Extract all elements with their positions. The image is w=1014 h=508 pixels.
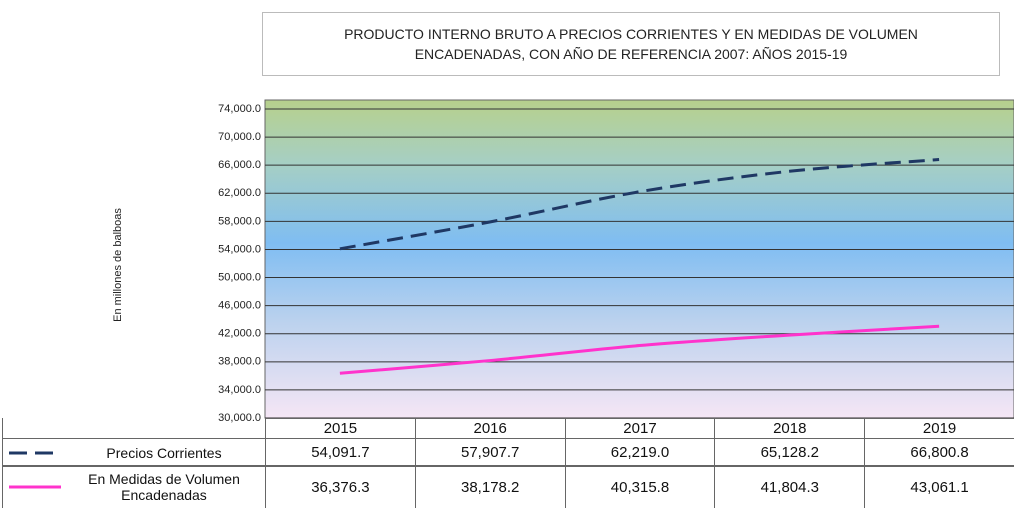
table-header: 2017 <box>564 418 716 439</box>
y-tick-label: 30,000.0 <box>218 412 261 424</box>
legend-label: Precios Corrientes <box>106 444 222 461</box>
y-tick-label: 54,000.0 <box>218 243 261 255</box>
table-header: 2018 <box>714 418 866 439</box>
series-line <box>339 324 940 375</box>
y-tick-label: 42,000.0 <box>218 328 261 340</box>
y-tick-label: 70,000.0 <box>218 131 261 143</box>
table-value: 62,219.0 <box>564 438 716 467</box>
y-axis-label: En millones de balboas <box>112 208 124 322</box>
plot-area <box>264 99 1014 419</box>
y-tick-label: 34,000.0 <box>218 384 261 396</box>
table-header: 2019 <box>864 418 1014 439</box>
legend-swatch <box>9 451 61 454</box>
series-line <box>339 158 940 251</box>
table-value: 38,178.2 <box>414 465 566 508</box>
chart-title: PRODUCTO INTERNO BRUTO A PRECIOS CORRIEN… <box>344 26 918 62</box>
table-value: 36,376.3 <box>265 465 416 508</box>
y-tick-label: 62,000.0 <box>218 187 261 199</box>
table-value: 54,091.7 <box>265 438 416 467</box>
legend-entry: Precios Corrientes <box>2 438 266 467</box>
y-tick-label: 66,000.0 <box>218 159 261 171</box>
table-header: 2016 <box>414 418 566 439</box>
table-value: 43,061.1 <box>864 465 1014 508</box>
legend-label: En Medidas de Volumen Encadenadas <box>88 471 240 503</box>
table-header: 2015 <box>265 418 416 439</box>
table-value: 65,128.2 <box>714 438 866 467</box>
y-tick-label: 46,000.0 <box>218 300 261 312</box>
table-value: 41,804.3 <box>714 465 866 508</box>
legend-swatch <box>9 485 61 489</box>
y-tick-label: 58,000.0 <box>218 215 261 227</box>
table-corner <box>2 418 266 439</box>
table-value: 57,907.7 <box>414 438 566 467</box>
table-value: 66,800.8 <box>864 438 1014 467</box>
y-tick-label: 38,000.0 <box>218 356 261 368</box>
chart-title-box: PRODUCTO INTERNO BRUTO A PRECIOS CORRIEN… <box>262 12 1000 76</box>
legend-entry: En Medidas de Volumen Encadenadas <box>2 465 266 508</box>
y-tick-label: 74,000.0 <box>218 103 261 115</box>
table-value: 40,315.8 <box>564 465 716 508</box>
y-tick-label: 50,000.0 <box>218 271 261 283</box>
